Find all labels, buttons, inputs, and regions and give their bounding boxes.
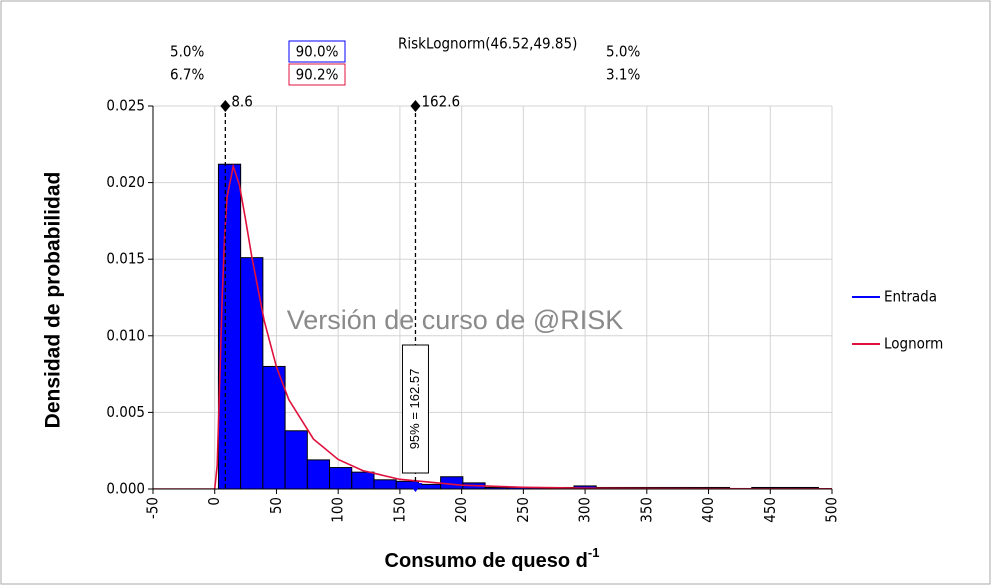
marker-diamond	[410, 100, 421, 112]
marker-diamond	[220, 100, 231, 112]
y-tick-label: 0.015	[106, 250, 145, 268]
bar	[306, 459, 331, 489]
stat-middle: 90.2%	[296, 66, 339, 84]
marker-triangle	[408, 483, 423, 492]
stat-left: 6.7%	[170, 66, 204, 84]
legend-label: Entrada	[884, 288, 937, 306]
bar	[262, 365, 286, 489]
x-axis-title-sup: -1	[588, 545, 600, 560]
bar	[284, 430, 308, 489]
watermark: Versión de curso de @RISK	[287, 305, 624, 335]
plot	[153, 163, 832, 489]
marker-label: 8.6	[231, 93, 252, 111]
x-tick-label: 200	[452, 497, 470, 523]
legend-label: Lognorm	[884, 335, 943, 353]
y-tick-label: 0.000	[106, 480, 145, 498]
curve	[153, 163, 832, 489]
stat-left: 5.0%	[170, 43, 204, 61]
stat-right: 3.1%	[606, 66, 640, 84]
x-tick-label: 300	[576, 497, 594, 523]
bar	[373, 479, 397, 489]
x-tick-label: -50	[144, 497, 162, 519]
bar	[417, 483, 442, 489]
x-tick-label: 350	[637, 497, 655, 523]
bar	[329, 467, 353, 489]
x-tick-label: 450	[761, 497, 779, 523]
stat-box	[288, 63, 346, 86]
x-tick-label: 250	[514, 497, 532, 523]
annotation: 95% = 162.57	[407, 369, 422, 450]
marker-label: 162.6	[421, 93, 460, 111]
x-tick-label: 400	[699, 497, 717, 523]
x-tick-label: 50	[267, 497, 285, 514]
annotation-box	[401, 344, 429, 474]
y-axis-title: Densidad de probabilidad	[42, 172, 65, 429]
y-tick-label: 0.025	[106, 97, 145, 115]
x-tick-label: 0	[205, 497, 223, 506]
x-axis-title: Consumo de queso d-1	[385, 545, 600, 572]
stat-box	[288, 40, 346, 63]
y-tick-label: 0.020	[106, 173, 145, 191]
bar	[240, 257, 264, 489]
y-tick-label: 0.010	[106, 326, 145, 344]
x-tick-label: 150	[390, 497, 408, 523]
y-tick-label: 0.005	[106, 403, 145, 421]
chart-title: RiskLognorm(46.52,49.85)	[398, 35, 577, 53]
stat-middle: 90.0%	[296, 43, 339, 61]
x-tick-label: 500	[823, 497, 841, 523]
stat-right: 5.0%	[606, 43, 640, 61]
x-axis-title-main: Consumo de queso d	[385, 550, 588, 572]
x-tick-label: 100	[329, 497, 347, 523]
bar	[351, 471, 375, 489]
